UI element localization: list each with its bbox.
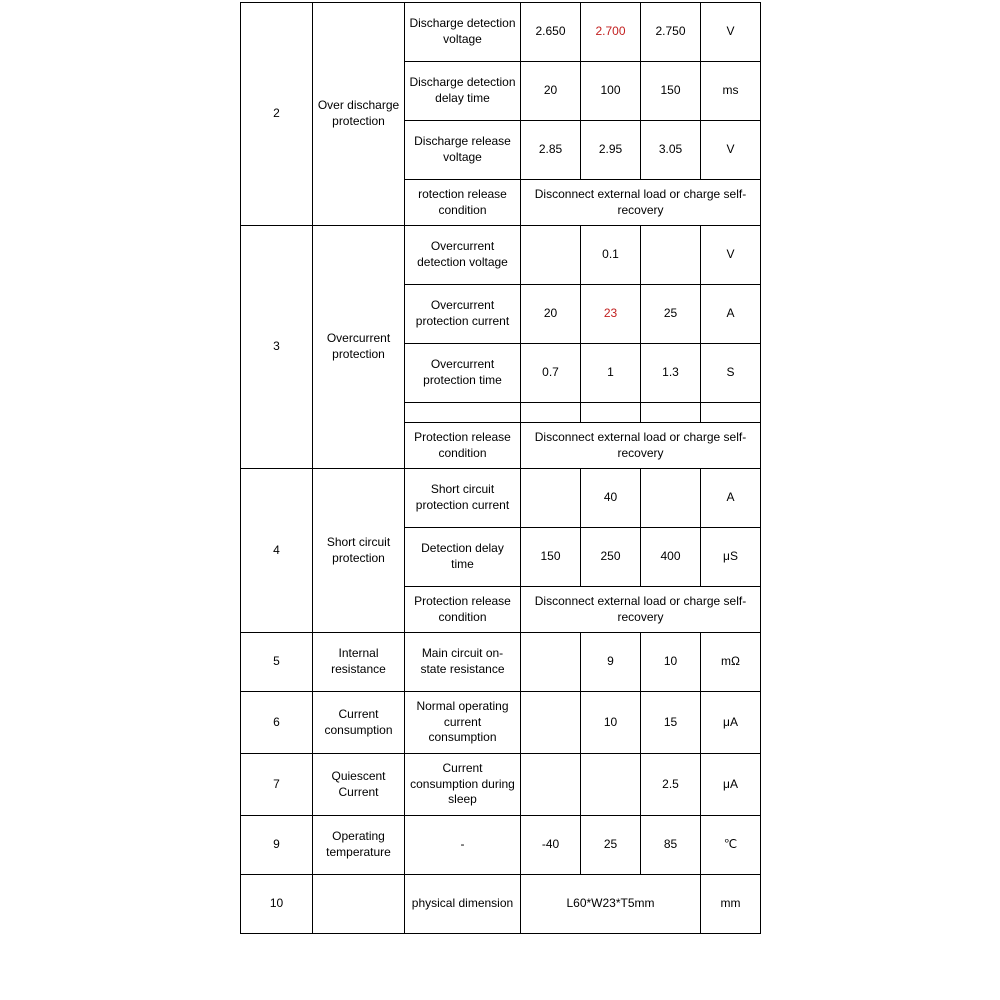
param-cell: Short circuit protection current [405, 469, 521, 528]
param-cell: Protection release condition [405, 587, 521, 633]
min-cell: 2.85 [521, 121, 581, 180]
group-name: Quiescent Current [313, 754, 405, 816]
group-number: 2 [241, 3, 313, 226]
unit-cell: V [701, 3, 761, 62]
typ-cell: 100 [581, 62, 641, 121]
param-cell: Overcurrent detection voltage [405, 226, 521, 285]
typ-cell [581, 403, 641, 423]
unit-cell: V [701, 121, 761, 180]
unit-cell: μA [701, 754, 761, 816]
param-cell: Discharge release voltage [405, 121, 521, 180]
typ-cell: 2.700 [581, 3, 641, 62]
typ-cell: 1 [581, 344, 641, 403]
group-name [313, 875, 405, 934]
max-cell: 15 [641, 692, 701, 754]
param-cell: physical dimension [405, 875, 521, 934]
group-name: Overcurrent protection [313, 226, 405, 469]
unit-cell: μA [701, 692, 761, 754]
min-cell: 2.650 [521, 3, 581, 62]
min-cell: 20 [521, 285, 581, 344]
unit-cell: ms [701, 62, 761, 121]
typ-cell: 23 [581, 285, 641, 344]
typ-cell [581, 754, 641, 816]
unit-cell: V [701, 226, 761, 285]
max-cell: 2.5 [641, 754, 701, 816]
merged3-cell: L60*W23*T5mm [521, 875, 701, 934]
typ-cell: 0.1 [581, 226, 641, 285]
typ-cell: 40 [581, 469, 641, 528]
param-cell: Overcurrent protection time [405, 344, 521, 403]
merged-cell: Disconnect external load or charge self-… [521, 587, 761, 633]
unit-cell: ℃ [701, 816, 761, 875]
typ-cell: 250 [581, 528, 641, 587]
min-cell [521, 469, 581, 528]
group-number: 9 [241, 816, 313, 875]
param-cell: rotection release condition [405, 180, 521, 226]
unit-cell: A [701, 469, 761, 528]
param-cell: Main circuit on-state resistance [405, 633, 521, 692]
max-cell [641, 469, 701, 528]
param-cell: Discharge detection voltage [405, 3, 521, 62]
unit-cell: A [701, 285, 761, 344]
table-row: 9Operating temperature--402585℃ [241, 816, 761, 875]
unit-cell: mm [701, 875, 761, 934]
group-number: 5 [241, 633, 313, 692]
max-cell: 400 [641, 528, 701, 587]
max-cell: 1.3 [641, 344, 701, 403]
table-row: 5Internal resistanceMain circuit on-stat… [241, 633, 761, 692]
group-name: Operating temperature [313, 816, 405, 875]
group-number: 4 [241, 469, 313, 633]
group-number: 7 [241, 754, 313, 816]
max-cell: 3.05 [641, 121, 701, 180]
max-cell [641, 226, 701, 285]
typ-cell: 25 [581, 816, 641, 875]
group-number: 10 [241, 875, 313, 934]
typ-cell: 10 [581, 692, 641, 754]
min-cell [521, 403, 581, 423]
min-cell: 0.7 [521, 344, 581, 403]
unit-cell [701, 403, 761, 423]
min-cell [521, 226, 581, 285]
param-cell: Normal operating current consumption [405, 692, 521, 754]
group-name: Short circuit protection [313, 469, 405, 633]
group-number: 6 [241, 692, 313, 754]
specification-table: 2Over discharge protectionDischarge dete… [240, 2, 761, 934]
group-name: Current consumption [313, 692, 405, 754]
max-cell: 10 [641, 633, 701, 692]
max-cell: 25 [641, 285, 701, 344]
table-row: 7Quiescent CurrentCurrent consumption du… [241, 754, 761, 816]
table-row: 6Current consumptionNormal operating cur… [241, 692, 761, 754]
param-cell [405, 403, 521, 423]
param-cell: Protection release condition [405, 423, 521, 469]
table-row: 4Short circuit protectionShort circuit p… [241, 469, 761, 528]
param-cell: Discharge detection delay time [405, 62, 521, 121]
merged-cell: Disconnect external load or charge self-… [521, 180, 761, 226]
max-cell: 85 [641, 816, 701, 875]
unit-cell: mΩ [701, 633, 761, 692]
param-cell: Detection delay time [405, 528, 521, 587]
max-cell: 2.750 [641, 3, 701, 62]
table-row: 2Over discharge protectionDischarge dete… [241, 3, 761, 62]
table-row: 3Overcurrent protectionOvercurrent detec… [241, 226, 761, 285]
param-cell: Current consumption during sleep [405, 754, 521, 816]
typ-cell: 2.95 [581, 121, 641, 180]
min-cell [521, 633, 581, 692]
merged-cell: Disconnect external load or charge self-… [521, 423, 761, 469]
min-cell [521, 692, 581, 754]
table-row: 10 physical dimensionL60*W23*T5mmmm [241, 875, 761, 934]
min-cell: -40 [521, 816, 581, 875]
typ-cell: 9 [581, 633, 641, 692]
min-cell [521, 754, 581, 816]
group-name: Over discharge protection [313, 3, 405, 226]
group-name: Internal resistance [313, 633, 405, 692]
unit-cell: S [701, 344, 761, 403]
max-cell [641, 403, 701, 423]
min-cell: 150 [521, 528, 581, 587]
min-cell: 20 [521, 62, 581, 121]
param-cell: Overcurrent protection current [405, 285, 521, 344]
unit-cell: μS [701, 528, 761, 587]
max-cell: 150 [641, 62, 701, 121]
param-cell: - [405, 816, 521, 875]
group-number: 3 [241, 226, 313, 469]
